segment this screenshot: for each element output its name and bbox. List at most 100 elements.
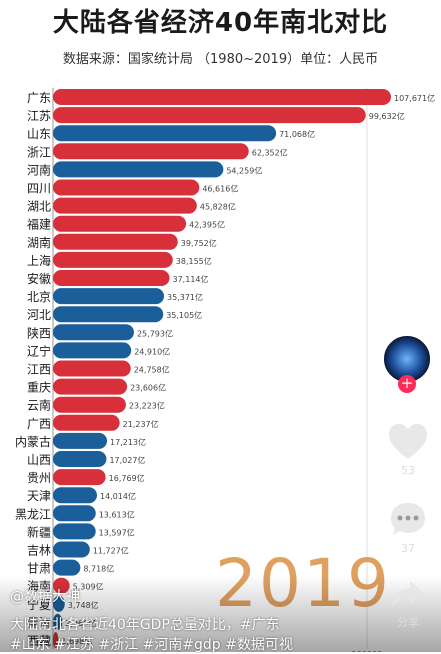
chart-subtitle: 数据来源：国家统计局 （1980~2019）单位：人民币 [62, 52, 379, 67]
bar-内蒙古 [53, 432, 108, 449]
value-label: 35,105亿 [166, 310, 202, 320]
category-label: 陕西 [27, 325, 51, 340]
value-label: 17,213亿 [110, 437, 146, 447]
bar-广东 [53, 89, 391, 105]
value-label: 13,597亿 [99, 527, 135, 537]
bar-北京 [53, 288, 165, 305]
category-label: 天津 [27, 489, 51, 503]
value-label: 21,237亿 [123, 419, 159, 429]
bar-江西 [53, 360, 131, 377]
bar-山东 [53, 125, 277, 142]
bar-宁夏 [53, 595, 65, 612]
share-label[interactable]: 分享 [397, 616, 419, 629]
bar-浙江 [53, 143, 249, 160]
video-description: 大陆南北各省近40年GDP总量对比，#广东 [10, 617, 280, 633]
bar-新疆 [53, 523, 96, 540]
category-label: 福建 [27, 217, 51, 232]
category-label: 北京 [27, 290, 51, 304]
value-label: 3,748亿 [68, 600, 99, 610]
bar-甘肃 [53, 559, 81, 576]
heart-icon[interactable] [386, 422, 430, 462]
bar-西藏 [53, 632, 59, 648]
value-label: 16,769亿 [109, 473, 145, 483]
category-label: 宁夏 [27, 597, 51, 612]
value-label: 23,606亿 [130, 383, 166, 393]
bar-黑龙江 [53, 505, 96, 522]
category-label: 内蒙古 [15, 434, 51, 449]
value-label: 46,616亿 [202, 184, 238, 194]
bar-陕西 [53, 324, 134, 341]
value-label: 62,352亿 [252, 147, 288, 157]
value-label: 25,793亿 [137, 328, 173, 338]
category-label: 辽宁 [27, 343, 51, 358]
bar-湖北 [53, 197, 197, 214]
value-label: 37,114亿 [173, 274, 209, 284]
author-name[interactable]: @数据大神 [10, 589, 80, 605]
category-label: 重庆 [27, 381, 51, 395]
category-label: 浙江 [27, 145, 51, 159]
category-label: 河北 [27, 308, 51, 322]
category-label: 湖北 [27, 199, 51, 214]
category-label: 江苏 [27, 109, 51, 123]
value-label: 24,910亿 [134, 346, 170, 356]
bar-云南 [53, 396, 126, 413]
share-icon[interactable] [390, 578, 426, 612]
bar-吉林 [53, 541, 90, 558]
value-label: 107,671亿 [394, 93, 435, 103]
category-label: 广西 [27, 417, 51, 431]
value-label: 71,068亿 [279, 129, 315, 139]
bar-河南 [53, 161, 224, 178]
category-label: 四川 [27, 182, 51, 196]
category-label: 广东 [27, 91, 51, 105]
value-label: 38,155亿 [176, 256, 212, 266]
value-label: 42,395亿 [189, 220, 225, 230]
bar-天津 [53, 487, 97, 504]
bar-贵州 [53, 469, 106, 486]
video-hashtags[interactable]: #山东 #江苏 #浙江 #河南#gdp #数据可视 [10, 637, 293, 653]
category-label: 黑龙江 [15, 507, 51, 521]
value-label: 35,371亿 [167, 292, 203, 302]
caption-shade [0, 575, 441, 652]
comment-icon[interactable] [388, 500, 428, 540]
category-label: 云南 [27, 398, 51, 413]
category-label: 山西 [27, 453, 51, 467]
year-label: 2019 [215, 545, 391, 622]
x-tick-label: 100000 [352, 650, 383, 652]
bar-河北 [53, 306, 164, 323]
value-label: 13,613亿 [99, 509, 135, 519]
comment-count: 37 [401, 542, 415, 555]
bar-安徽 [53, 270, 170, 286]
category-label: 吉林 [27, 544, 51, 558]
value-label: 45,828亿 [200, 202, 236, 212]
chart-title: 大陆各省经济40年南北对比 [52, 8, 389, 38]
value-label: 8,718亿 [83, 564, 114, 574]
bar-福建 [53, 215, 187, 232]
value-label: 54,259亿 [226, 165, 262, 175]
value-label: 24,758亿 [134, 365, 170, 375]
category-label: 湖南 [27, 235, 51, 250]
category-label: 新疆 [27, 524, 51, 539]
bar-上海 [53, 251, 173, 268]
follow-button[interactable]: + [398, 375, 416, 393]
bar-广西 [53, 414, 120, 431]
bar-青海 [53, 613, 63, 630]
value-label: 99,632亿 [369, 111, 405, 121]
value-label: 17,027亿 [109, 455, 145, 465]
value-label: 23,223亿 [129, 401, 165, 411]
value-label: 39,752亿 [181, 238, 217, 248]
category-label: 青海 [27, 615, 51, 630]
value-label: 5,309亿 [73, 582, 104, 592]
value-label: 14,014亿 [100, 491, 136, 501]
category-label: 河南 [27, 162, 51, 177]
category-label: 江西 [27, 363, 51, 377]
category-label: 贵州 [27, 471, 51, 485]
value-label: 1,698亿 [61, 636, 92, 646]
like-count: 53 [401, 464, 415, 477]
category-label: 山东 [27, 127, 51, 141]
bar-海南 [53, 577, 70, 594]
category-label: 安徽 [27, 271, 51, 286]
value-label: 2,966亿 [65, 618, 96, 628]
bar-重庆 [53, 378, 128, 395]
value-label: 11,727亿 [93, 546, 129, 556]
